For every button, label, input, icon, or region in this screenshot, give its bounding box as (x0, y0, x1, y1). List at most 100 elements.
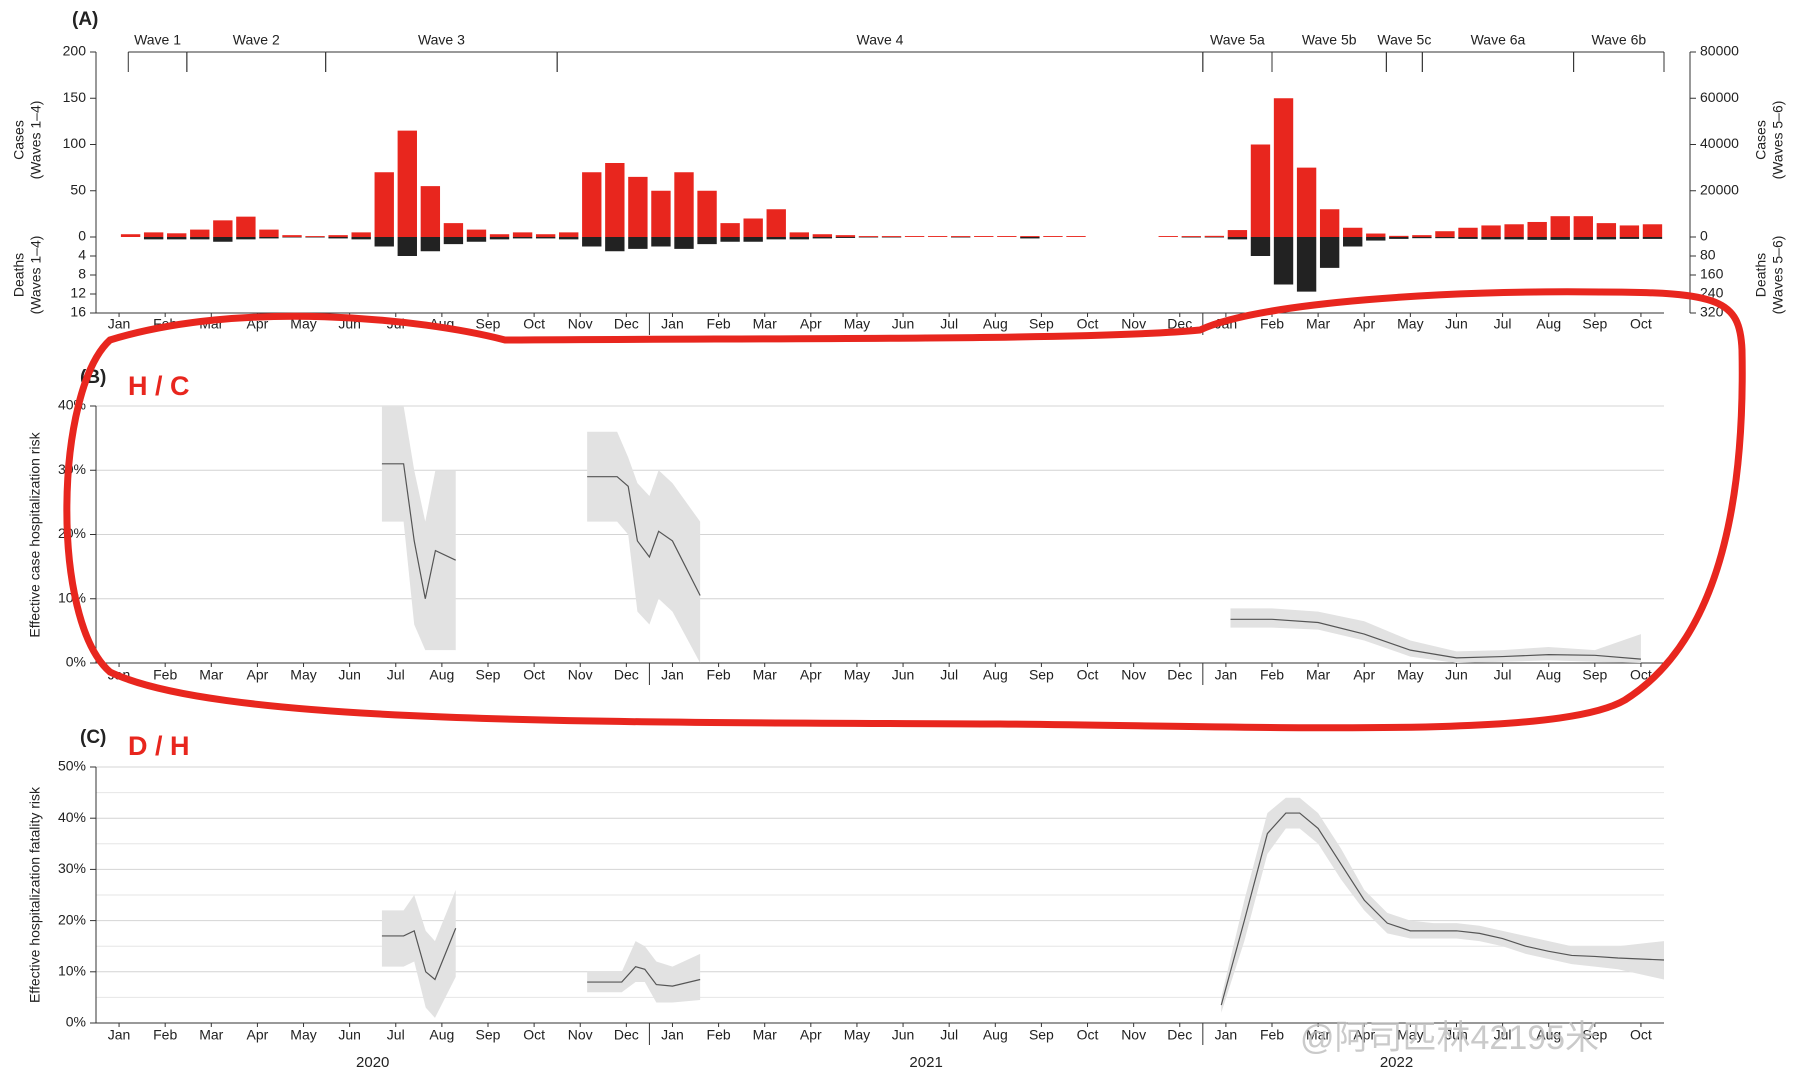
bar (466, 237, 487, 242)
bar (1458, 227, 1478, 237)
bar (1596, 223, 1617, 237)
x-tick-label: Oct (1077, 1027, 1099, 1043)
bar (628, 237, 648, 249)
x-tick-label: May (290, 667, 316, 683)
x-tick-label: May (290, 1027, 316, 1043)
bar (351, 237, 371, 240)
x-tick-label: Jun (892, 667, 915, 683)
bar (720, 223, 740, 237)
bar (1435, 237, 1455, 239)
confidence-band (1221, 797, 1664, 1013)
year-label: 2020 (356, 1054, 389, 1071)
wave-label: Wave 4 (857, 32, 904, 48)
x-tick-label: Feb (1260, 1027, 1284, 1043)
bar (466, 229, 487, 237)
x-tick-label: Jan (108, 316, 131, 332)
bar (743, 218, 763, 237)
y-tick-label: 8 (78, 266, 86, 282)
x-tick-label: Jul (940, 667, 958, 683)
x-tick-label: Nov (568, 1027, 593, 1043)
bar (582, 172, 602, 237)
bar (213, 220, 233, 237)
x-tick-label: Sep (1029, 316, 1054, 332)
bar (420, 237, 441, 252)
y-tick-label: 4 (78, 247, 86, 263)
bar (974, 236, 994, 237)
x-tick-label: Dec (1167, 667, 1192, 683)
y2-axis-label: (Waves 5–6) (1770, 236, 1786, 315)
x-tick-label: Nov (1121, 1027, 1146, 1043)
bar (605, 163, 625, 237)
x-tick-label: Mar (753, 667, 777, 683)
wave-label: Wave 5a (1210, 32, 1265, 48)
bar (1204, 235, 1225, 237)
wave-label: Wave 6a (1471, 32, 1526, 48)
x-tick-label: Jan (1215, 1027, 1238, 1043)
bar (927, 236, 948, 237)
bar (951, 236, 971, 237)
line (1230, 618, 1641, 660)
bar (1296, 167, 1317, 237)
bar (1550, 237, 1570, 240)
x-tick-label: Apr (1353, 316, 1375, 332)
bar (605, 237, 625, 252)
bar (1066, 236, 1086, 237)
x-tick-label: Feb (707, 667, 731, 683)
bar (143, 237, 164, 240)
bar (789, 232, 809, 237)
bar (1573, 216, 1593, 237)
y-tick-label: 20% (58, 911, 86, 927)
x-tick-label: Oct (523, 1027, 545, 1043)
x-tick-label: Sep (476, 667, 501, 683)
panel-label: (C) (80, 727, 106, 748)
y2-tick-label: 160 (1700, 266, 1724, 282)
bar (167, 237, 187, 240)
bar (1527, 237, 1547, 240)
line (381, 928, 457, 981)
wave-label: Wave 3 (418, 32, 465, 48)
x-tick-label: Apr (247, 1027, 269, 1043)
x-tick-label: Sep (476, 1027, 501, 1043)
chart-layer: (A)Cases (Waves 1–4) Cases (Waves 5–6)05010… (11, 9, 1786, 1071)
x-tick-label: May (1397, 667, 1423, 683)
x-tick-label: Sep (1029, 667, 1054, 683)
y-tick-label: 30% (58, 860, 86, 876)
bar (1250, 237, 1271, 256)
y-tick-label: 0% (66, 654, 86, 670)
x-tick-label: Feb (707, 1027, 731, 1043)
x-tick-label: Jun (1445, 316, 1468, 332)
x-tick-label: Aug (429, 667, 454, 683)
y2-axis-label: (Waves 5–6) (1770, 101, 1786, 180)
year-label: 2021 (909, 1054, 942, 1071)
bar (1412, 237, 1432, 239)
x-tick-label: Aug (983, 667, 1008, 683)
bar (812, 237, 833, 239)
bar (190, 237, 210, 240)
x-tick-label: Aug (1536, 1027, 1561, 1043)
x-tick-label: Apr (1353, 667, 1375, 683)
confidence-band (381, 406, 456, 651)
bar (628, 176, 648, 237)
x-tick-label: Jan (1215, 667, 1238, 683)
x-tick-label: Nov (1121, 667, 1146, 683)
bar (789, 237, 809, 240)
y-axis-label: (Waves 1–4) (28, 101, 44, 180)
y-axis-label: Effective case hospitalization risk (27, 431, 43, 637)
x-tick-label: Aug (1536, 667, 1561, 683)
x-tick-label: Mar (199, 667, 223, 683)
bar (1550, 216, 1570, 237)
bar (143, 232, 164, 237)
x-tick-label: Mar (753, 316, 777, 332)
bar (1273, 98, 1294, 237)
bar (1020, 236, 1040, 237)
bar (397, 130, 417, 237)
bar (282, 235, 302, 237)
x-tick-label: Jan (108, 1027, 131, 1043)
bar (305, 236, 325, 237)
y2-tick-label: 80 (1700, 247, 1716, 263)
confidence-band (381, 889, 456, 1018)
x-tick-label: Sep (1582, 667, 1607, 683)
x-tick-label: Jan (661, 316, 684, 332)
bar (1273, 237, 1294, 285)
wave-label: Wave 6b (1591, 32, 1646, 48)
